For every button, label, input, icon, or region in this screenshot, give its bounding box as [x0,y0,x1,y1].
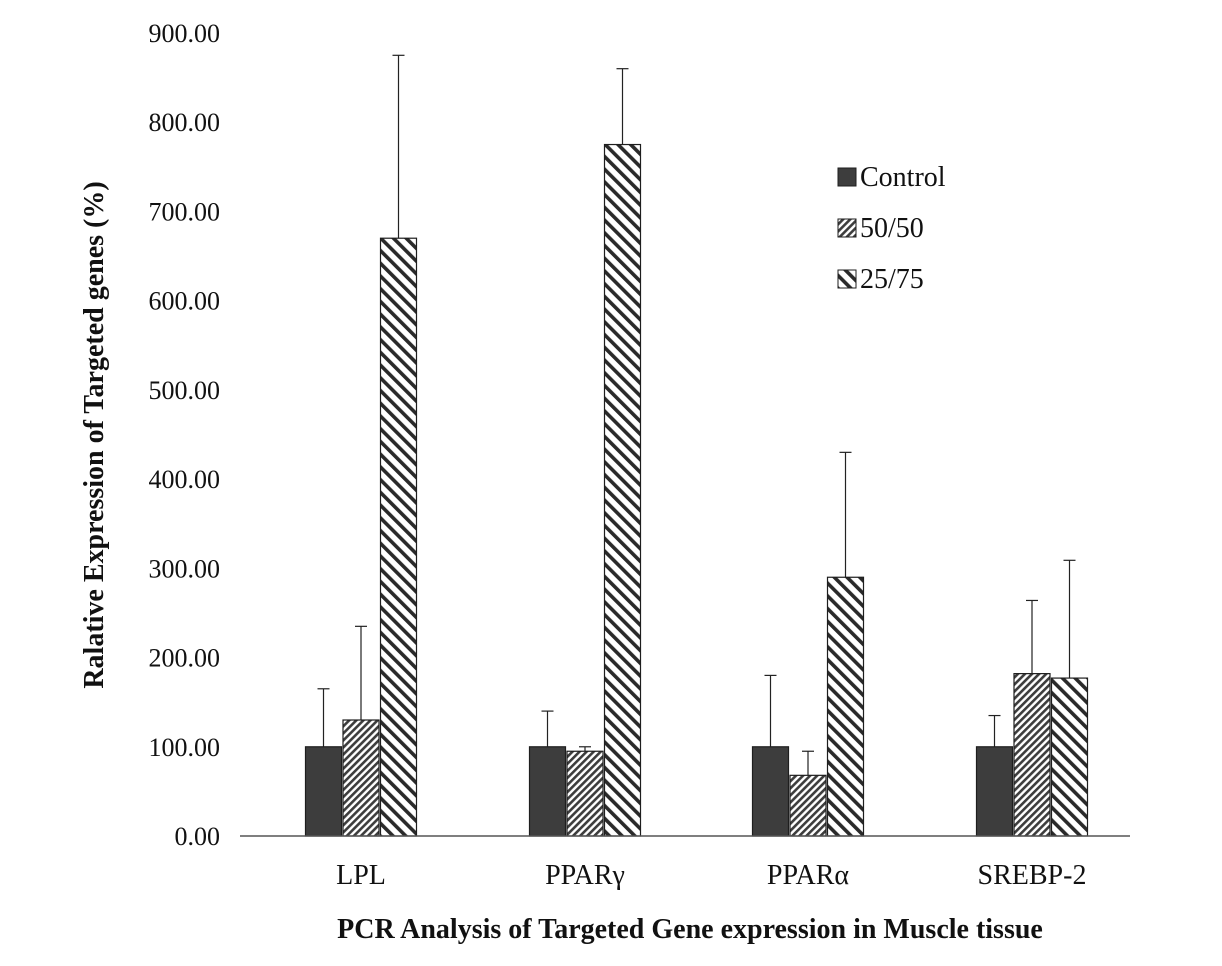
y-tick-label: 0.00 [175,822,221,851]
legend-swatch [837,218,857,238]
legend: Control 50/50 25/75 [837,162,946,295]
bar [789,774,827,837]
x-axis-title: PCR Analysis of Targeted Gene expression… [337,914,1043,945]
legend-label: Control [860,162,946,193]
y-tick-label: 900.00 [149,19,221,48]
bar [342,719,380,837]
y-tick-label: 800.00 [149,108,221,137]
legend-label: 50/50 [860,213,924,244]
legend-swatch [837,269,857,289]
bar [1013,673,1051,837]
bar [304,746,343,837]
bar [603,143,642,837]
bar [751,746,790,837]
y-tick-label: 400.00 [149,465,221,494]
error-bars [317,54,1076,776]
bar [826,576,865,837]
y-tick-label: 500.00 [149,376,221,405]
y-axis-title: Ralative Expression of Targeted genes (%… [79,181,110,688]
category-label: PPARα [767,860,849,891]
bar [528,746,567,837]
y-tick-label: 600.00 [149,287,221,316]
bars [304,143,1089,837]
bar [975,746,1014,837]
y-tick-label: 300.00 [149,554,221,583]
category-label: PPARγ [545,860,625,891]
bar [379,237,418,837]
y-tick-label: 100.00 [149,733,221,762]
category-label: SREBP-2 [978,860,1087,891]
y-tick-label: 700.00 [149,197,221,226]
y-tick-label: 200.00 [149,644,221,673]
bar [566,750,604,837]
y-tick-labels: 0.00 100.00 200.00 300.00 400.00 500.00 600.00… [149,19,221,851]
category-labels: LPL PPARγ PPARα SREBP-2 [336,860,1086,891]
legend-label: 25/75 [860,264,924,295]
bar [1050,677,1089,837]
legend-swatch [837,167,857,187]
category-label: LPL [336,860,386,891]
